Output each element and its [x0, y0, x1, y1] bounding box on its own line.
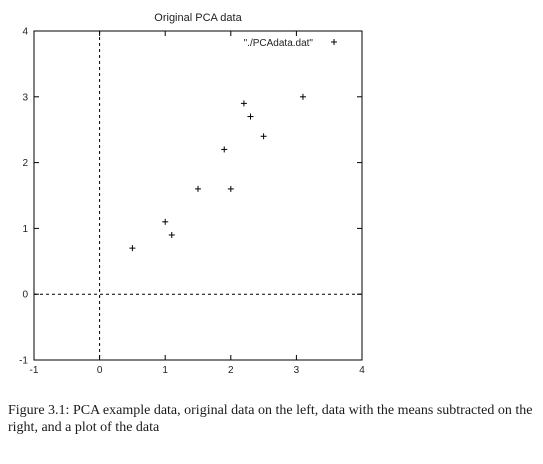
x-tick-label: -1	[30, 365, 39, 376]
data-point	[299, 93, 306, 100]
data-point	[227, 185, 234, 192]
data-points	[129, 93, 306, 252]
data-point	[221, 146, 228, 153]
x-tick-label: 0	[97, 365, 103, 376]
data-point	[162, 218, 169, 225]
figure-caption: Figure 3.1: PCA example data, original d…	[8, 403, 533, 435]
data-point	[247, 113, 254, 120]
data-point	[240, 100, 247, 107]
legend-marker	[331, 39, 337, 45]
data-point	[195, 185, 201, 192]
plot-frame	[33, 30, 363, 361]
y-tick-label: 4	[22, 27, 28, 38]
pca-scatter-chart: Original PCA data -1 0 1 2 3 4 -1 0 1 2 3 4 "./PCAd…	[19, 12, 365, 377]
x-tick-label: 2	[228, 365, 234, 376]
y-tick-label: 1	[22, 224, 28, 235]
x-tick-label: 1	[162, 365, 168, 376]
axis-ticks: -1 0 1 2 3 4 -1 0 1 2 3 4	[19, 27, 365, 377]
legend: "./PCAdata.dat"	[244, 38, 337, 49]
y-tick-label: 3	[22, 92, 28, 103]
data-point	[168, 231, 175, 238]
legend-label: "./PCAdata.dat"	[244, 38, 314, 49]
data-point	[260, 133, 267, 140]
zero-lines	[34, 31, 362, 360]
chart-title: Original PCA data	[154, 12, 242, 24]
y-tick-label: -1	[19, 356, 28, 367]
x-tick-label: 3	[294, 365, 300, 376]
x-tick-label: 4	[359, 365, 365, 376]
data-point	[129, 245, 136, 252]
y-tick-label: 2	[22, 158, 28, 169]
y-tick-label: 0	[22, 290, 28, 301]
